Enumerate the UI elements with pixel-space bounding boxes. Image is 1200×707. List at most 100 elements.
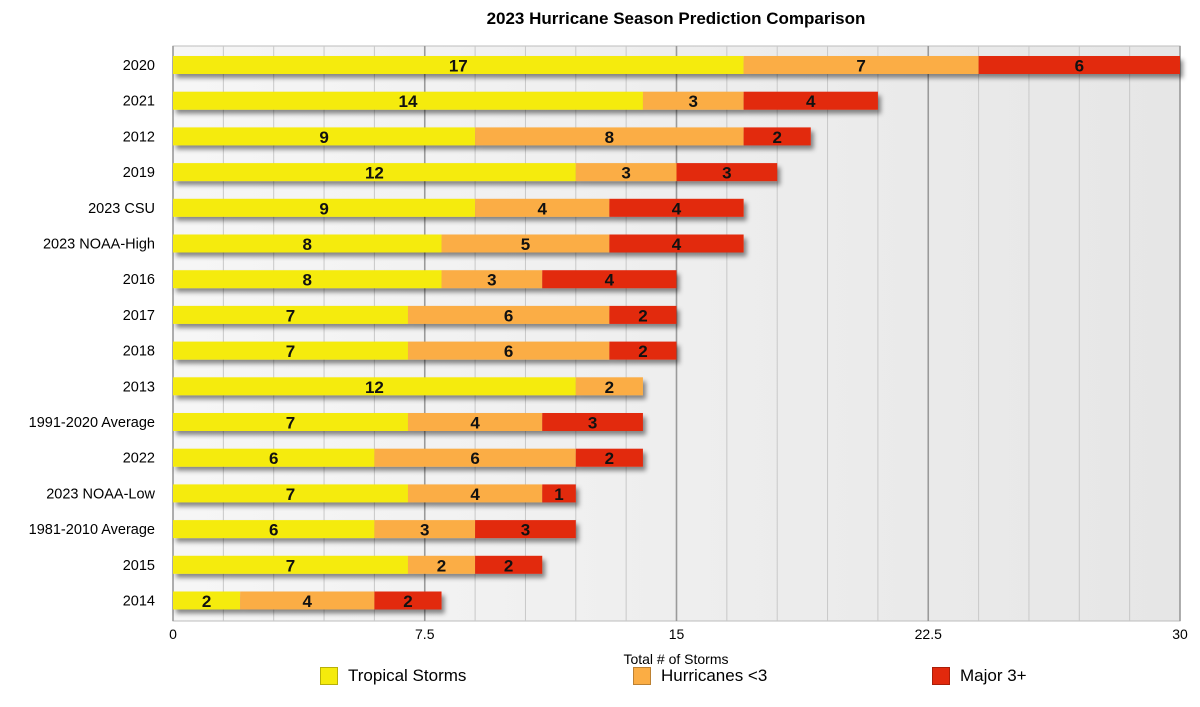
- bar-hurricanes-3-2019: [575, 163, 677, 182]
- bar-hurricanes-3-2020: [743, 56, 979, 74]
- legend-label-major: Major 3+: [960, 666, 1027, 685]
- legend-swatch-tropical-storms: [320, 667, 338, 685]
- legend-swatch-hurricanes: [633, 667, 651, 685]
- x-tick-label: 7.5: [415, 626, 435, 642]
- x-tick-label: 15: [669, 626, 685, 642]
- data-label-tropical-storms-2023-csu: 9: [319, 199, 328, 218]
- bar-major-3-2022: [575, 448, 643, 467]
- category-label-2021: 2021: [123, 94, 155, 110]
- data-label-tropical-storms-2022: 6: [269, 449, 278, 468]
- bar-hurricanes-3-2022: [374, 448, 576, 467]
- legend-item-major: Major 3+: [932, 666, 1027, 686]
- data-label-hurricanes-3-2012: 8: [605, 128, 614, 147]
- data-label-tropical-storms-2018: 7: [286, 342, 295, 361]
- data-label-major-3-2022: 2: [605, 449, 614, 468]
- legend-label-tropical-storms: Tropical Storms: [348, 666, 467, 685]
- category-label-2018: 2018: [123, 344, 155, 360]
- bar-group-2023-noaa-low: [173, 484, 576, 503]
- data-label-hurricanes-3-2020: 7: [856, 57, 865, 76]
- bar-tropical-storms-2016: [173, 270, 442, 289]
- data-label-major-3-2014: 2: [403, 592, 412, 611]
- category-label-2019: 2019: [123, 165, 155, 181]
- bar-group-2018: [173, 341, 677, 360]
- data-label-tropical-storms-2013: 12: [365, 378, 384, 397]
- bar-group-2023-csu: [173, 198, 744, 217]
- bar-group-2016: [173, 270, 677, 289]
- x-tick-label: 0: [169, 626, 177, 642]
- category-label-1981-2010-average: 1981-2010 Average: [29, 522, 155, 538]
- data-label-tropical-storms-1991-2020-average: 7: [286, 414, 295, 433]
- bar-tropical-storms-2017: [173, 305, 408, 324]
- x-tick-label: 30: [1172, 626, 1188, 642]
- category-label-2020: 2020: [123, 58, 155, 74]
- data-label-tropical-storms-2021: 14: [399, 92, 418, 111]
- data-label-hurricanes-3-2014: 4: [303, 592, 313, 611]
- bar-major-3-1981-2010-average: [475, 520, 576, 539]
- bar-group-2019: [173, 163, 778, 182]
- bar-tropical-storms-2023-noaa-low: [173, 484, 408, 503]
- bar-group-2013: [173, 377, 643, 396]
- bar-major-3-2012: [743, 127, 811, 146]
- bar-tropical-storms-2012: [173, 127, 476, 146]
- bar-tropical-storms-1981-2010-average: [173, 520, 375, 539]
- bar-major-3-2023-csu: [609, 198, 744, 217]
- data-label-hurricanes-3-2021: 3: [689, 92, 698, 111]
- bar-hurricanes-3-2023-noaa-high: [441, 234, 610, 253]
- chart-title: 2023 Hurricane Season Prediction Compari…: [486, 9, 866, 28]
- bar-tropical-storms-2013: [173, 377, 576, 396]
- category-label-2015: 2015: [123, 558, 155, 574]
- bar-hurricanes-3-2018: [407, 341, 610, 360]
- bar-group-1991-2020-average: [173, 413, 643, 431]
- category-label-2022: 2022: [123, 451, 155, 467]
- data-label-major-3-1991-2020-average: 3: [588, 414, 597, 433]
- bar-tropical-storms-1991-2020-average: [173, 413, 408, 431]
- data-label-tropical-storms-1981-2010-average: 6: [269, 521, 278, 540]
- data-label-tropical-storms-2015: 7: [286, 556, 295, 575]
- bar-major-3-2023-noaa-low: [542, 484, 576, 503]
- data-label-major-3-1981-2010-average: 3: [521, 521, 530, 540]
- data-label-tropical-storms-2023-noaa-low: 7: [286, 485, 295, 504]
- bar-group-2014: [173, 591, 442, 610]
- legend-item-hurricanes: Hurricanes <3: [633, 666, 767, 686]
- data-label-major-3-2020: 6: [1075, 57, 1084, 76]
- data-label-hurricanes-3-2015: 2: [437, 556, 446, 575]
- data-label-tropical-storms-2014: 2: [202, 592, 211, 611]
- bar-major-3-2016: [542, 270, 677, 289]
- data-label-major-3-2019: 3: [722, 164, 731, 183]
- bar-hurricanes-3-2012: [475, 127, 744, 146]
- bar-major-3-2015: [475, 555, 543, 574]
- data-label-tropical-storms-2019: 12: [365, 164, 384, 183]
- bar-tropical-storms-2019: [173, 163, 576, 182]
- data-label-major-3-2023-csu: 4: [672, 199, 682, 218]
- bar-group-2022: [173, 448, 643, 467]
- data-label-major-3-2023-noaa-low: 1: [554, 485, 563, 504]
- bar-major-3-2018: [609, 341, 677, 360]
- data-label-hurricanes-3-2023-noaa-low: 4: [470, 485, 480, 504]
- bar-major-3-2014: [374, 591, 442, 610]
- data-label-tropical-storms-2023-noaa-high: 8: [303, 235, 312, 254]
- bar-group-2017: [173, 305, 677, 324]
- data-label-hurricanes-3-2019: 3: [621, 164, 630, 183]
- category-label-2013: 2013: [123, 379, 155, 395]
- data-label-tropical-storms-2012: 9: [319, 128, 328, 147]
- bar-group-2021: [173, 91, 878, 110]
- bar-tropical-storms-2022: [173, 448, 375, 467]
- bar-tropical-storms-2020: [173, 56, 744, 74]
- category-label-2014: 2014: [123, 594, 155, 610]
- data-label-tropical-storms-2017: 7: [286, 306, 295, 325]
- data-label-major-3-2012: 2: [772, 128, 781, 147]
- category-label-2023-csu: 2023 CSU: [88, 201, 155, 217]
- bar-hurricanes-3-2023-csu: [475, 198, 610, 217]
- bar-tropical-storms-2023-csu: [173, 198, 476, 217]
- bar-group-1981-2010-average: [173, 520, 576, 539]
- bar-group-2012: [173, 127, 811, 146]
- data-label-major-3-2018: 2: [638, 342, 647, 361]
- bar-tropical-storms-2014: [173, 591, 241, 610]
- data-label-hurricanes-3-2017: 6: [504, 306, 513, 325]
- data-label-major-3-2016: 4: [605, 271, 615, 290]
- data-label-hurricanes-3-2013: 2: [605, 378, 614, 397]
- bar-hurricanes-3-2014: [240, 591, 375, 610]
- data-label-major-3-2015: 2: [504, 556, 513, 575]
- data-label-hurricanes-3-2022: 6: [470, 449, 479, 468]
- bar-tropical-storms-2021: [173, 91, 643, 110]
